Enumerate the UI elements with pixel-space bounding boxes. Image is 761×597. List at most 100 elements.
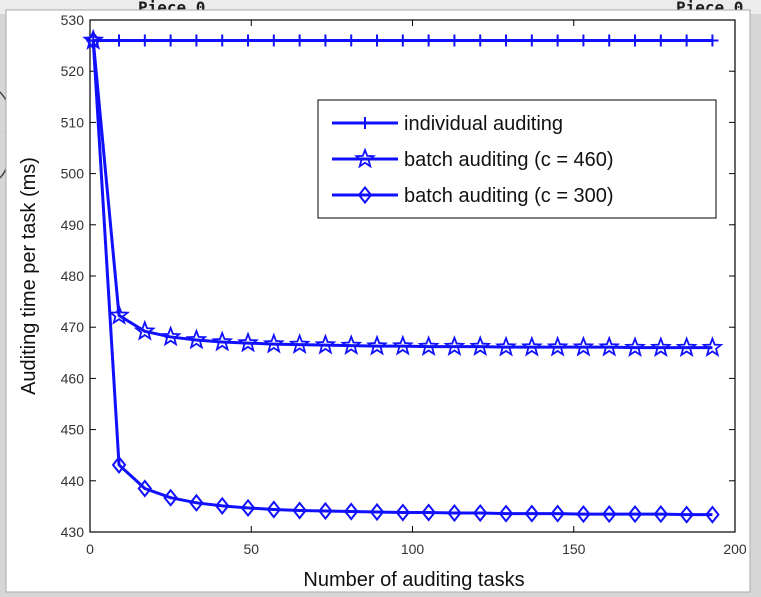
star-marker	[675, 336, 698, 358]
plus-marker	[577, 34, 590, 47]
plus-marker	[216, 34, 229, 47]
legend-label: batch auditing (c = 300)	[404, 185, 614, 207]
star-marker	[262, 332, 285, 354]
star-marker	[701, 336, 724, 358]
plus-marker	[396, 34, 409, 47]
legend-entry-3: batch auditing (c = 300)	[332, 185, 614, 207]
y-tick-label: 530	[61, 12, 85, 28]
diamond-marker	[601, 504, 617, 524]
x-axis-label: Number of auditing tasks	[303, 569, 524, 591]
plus-marker	[113, 34, 126, 47]
plus-marker	[474, 34, 487, 47]
diamond-marker	[627, 504, 643, 524]
star-marker	[108, 303, 131, 325]
diamond-marker	[653, 504, 669, 524]
diamond-marker	[318, 501, 333, 521]
legend: individual auditing batch auditing (c = 4…	[317, 99, 717, 219]
diamond-marker	[447, 503, 462, 523]
diamond-marker	[137, 479, 153, 498]
plus-marker	[500, 34, 513, 47]
star-marker	[366, 334, 389, 356]
plus-marker	[164, 34, 177, 47]
diamond-marker	[498, 504, 514, 523]
star-marker	[314, 333, 337, 355]
series-line	[91, 40, 713, 350]
star-marker	[469, 335, 492, 357]
star-marker	[443, 335, 466, 357]
plus-marker	[359, 117, 371, 129]
diamond-marker	[679, 505, 694, 524]
plus-marker	[371, 34, 384, 47]
y-tick-label: 460	[61, 370, 85, 386]
star-marker	[211, 330, 234, 352]
series-line	[91, 40, 713, 517]
diamond-marker	[524, 504, 540, 523]
star-marker	[624, 336, 647, 358]
legend-entry-1: individual auditing	[332, 113, 563, 135]
y-tick-label: 440	[61, 473, 85, 489]
diamond-marker	[343, 502, 359, 521]
y-tick-label: 450	[61, 422, 85, 438]
y-tick-label: 470	[61, 319, 85, 335]
series-1	[87, 34, 719, 47]
x-tick-labels: 0 50 100 150 200	[86, 541, 747, 557]
star-marker	[417, 335, 440, 357]
plot-area	[89, 19, 736, 533]
star-marker	[572, 335, 595, 357]
legend-entry-2: batch auditing (c = 460)	[332, 147, 614, 171]
plus-marker	[448, 34, 461, 47]
star-marker	[159, 325, 182, 347]
y-tick-label: 510	[61, 114, 85, 130]
plus-marker	[629, 34, 642, 47]
plus-marker	[551, 34, 564, 47]
star-marker	[185, 328, 208, 350]
plus-marker	[603, 34, 616, 47]
plus-marker	[706, 34, 719, 47]
diamond-marker	[189, 493, 204, 512]
legend-label: batch auditing (c = 460)	[404, 149, 614, 171]
diamond-marker	[369, 502, 385, 522]
diamond-marker	[163, 488, 178, 507]
y-tick-label: 480	[61, 268, 85, 284]
plus-marker	[422, 34, 435, 47]
diamond-marker	[266, 500, 282, 519]
plus-marker	[138, 34, 151, 47]
plus-marker	[267, 34, 280, 47]
plus-marker	[654, 34, 667, 47]
x-tick-label: 200	[723, 541, 747, 557]
diamond-marker	[85, 31, 101, 50]
diamond-marker	[214, 496, 230, 515]
star-marker	[598, 335, 621, 357]
star-marker	[391, 334, 414, 356]
star-marker	[546, 335, 569, 357]
y-axis-label: Auditing time per task (ms)	[18, 157, 40, 395]
y-tick-label: 520	[61, 63, 85, 79]
star-marker	[354, 147, 376, 169]
y-tick-label: 500	[61, 166, 85, 182]
x-tick-label: 150	[562, 541, 586, 557]
plus-marker	[319, 34, 332, 47]
star-marker	[495, 335, 518, 357]
diamond-marker	[111, 455, 127, 475]
diamond-marker	[472, 503, 488, 523]
star-marker	[520, 335, 543, 357]
plus-marker	[680, 34, 693, 47]
series-layer	[82, 28, 724, 524]
diamond-marker	[240, 498, 256, 518]
y-tick-label: 430	[61, 524, 85, 540]
plus-marker	[525, 34, 538, 47]
diamond-marker	[421, 503, 436, 522]
plus-marker	[293, 34, 306, 47]
star-marker	[340, 334, 363, 355]
plus-marker	[242, 34, 255, 47]
x-tick-label: 100	[401, 541, 425, 557]
y-tick-label: 490	[61, 217, 85, 233]
star-marker	[237, 331, 260, 353]
star-marker	[649, 336, 672, 358]
x-tick-label: 50	[243, 541, 259, 557]
x-tick-label: 0	[86, 541, 94, 557]
diamond-marker	[576, 504, 591, 524]
star-marker	[288, 333, 311, 354]
diamond-marker	[292, 501, 307, 520]
plus-marker	[190, 34, 203, 47]
